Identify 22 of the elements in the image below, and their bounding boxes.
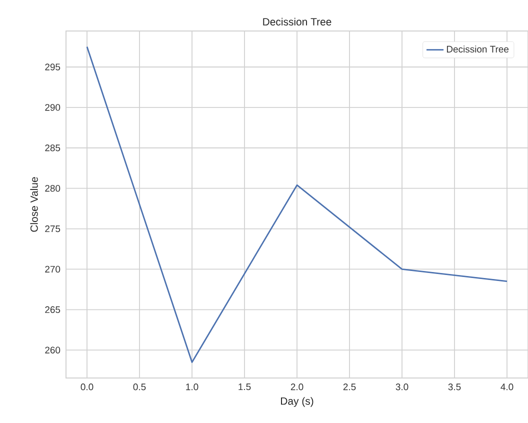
legend-label: Decission Tree xyxy=(446,46,509,53)
y-axis-title: Close Value xyxy=(30,177,38,232)
x-tick-label: 2.0 xyxy=(290,384,304,390)
y-tick-label: 290 xyxy=(45,104,60,111)
y-tick-label: 275 xyxy=(45,225,60,232)
y-tick-label: 285 xyxy=(45,144,60,152)
chart-title: Decission Tree xyxy=(263,18,332,26)
x-tick-label: 1.5 xyxy=(238,384,251,390)
x-tick-label: 1.0 xyxy=(186,384,198,390)
x-tick-label: 0.0 xyxy=(80,384,94,390)
y-tick-label: 270 xyxy=(45,266,60,273)
x-tick-label: 3.0 xyxy=(396,384,408,390)
x-tick-label: 4.0 xyxy=(500,384,514,390)
line-series xyxy=(86,46,508,363)
x-axis-title: Day (s) xyxy=(281,397,314,407)
x-tick-label: 3.5 xyxy=(448,384,461,390)
y-tick-label: 265 xyxy=(45,306,60,314)
y-tick-label: 295 xyxy=(45,64,60,70)
x-tick-label: 0.5 xyxy=(133,384,146,390)
x-tick-label: 2.5 xyxy=(343,384,356,390)
y-tick-label: 260 xyxy=(45,346,60,354)
y-tick-label: 280 xyxy=(45,184,60,192)
